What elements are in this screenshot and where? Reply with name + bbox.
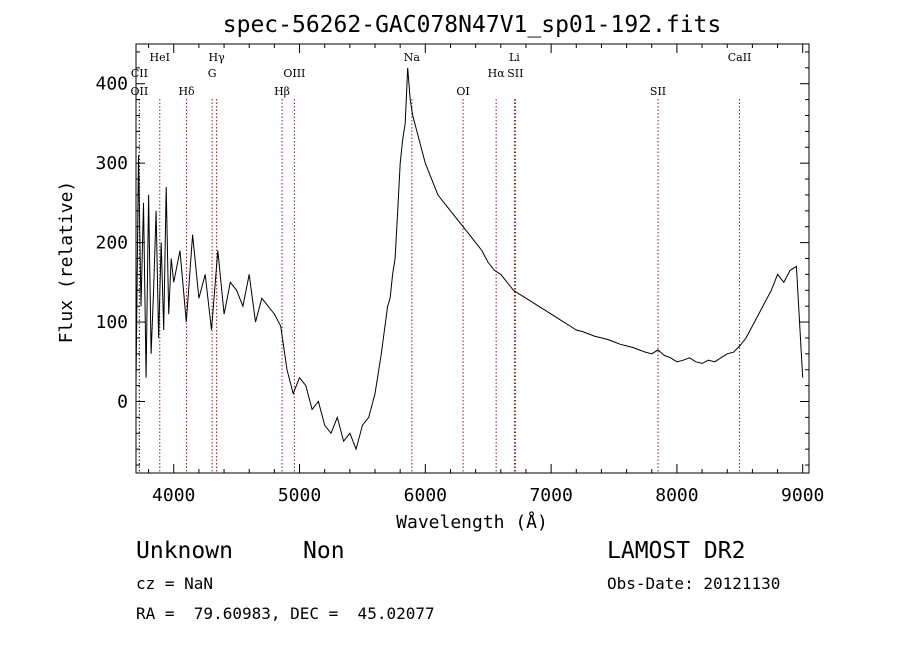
spectral-line-label: HeI xyxy=(150,51,170,64)
x-tick-label: 9000 xyxy=(781,485,824,506)
spectral-line-label: OI xyxy=(456,85,469,98)
spectral-line-label: CaII xyxy=(728,51,752,64)
object-subclass: Non xyxy=(303,538,345,564)
x-axis-label: Wavelength (Å) xyxy=(396,511,548,533)
redshift-value: cz = NaN xyxy=(136,574,214,593)
y-axis-label: Flux (relative) xyxy=(56,181,77,344)
x-tick-label: 5000 xyxy=(278,485,321,506)
spectral-line-label: Na xyxy=(404,51,421,64)
x-tick-label: 6000 xyxy=(404,485,447,506)
x-axis-ticks: 4000 5000 6000 7000 8000 9000 xyxy=(148,44,824,506)
spectral-line-label: CII xyxy=(131,67,148,80)
y-tick-label: 200 xyxy=(95,233,128,254)
spectral-line-label: Hα xyxy=(488,67,506,80)
spectral-line-label: G xyxy=(208,67,217,80)
survey-name: LAMOST DR2 xyxy=(607,538,746,564)
spectral-line-label: Hγ xyxy=(209,51,226,64)
spectral-line-label: OII xyxy=(131,85,149,98)
spectral-line-label: Li xyxy=(509,51,520,64)
spectral-line-label: OIII xyxy=(283,67,305,80)
chart-title: spec-56262-GAC078N47V1_sp01-192.fits xyxy=(223,12,722,38)
y-tick-label: 0 xyxy=(117,392,128,413)
observation-date: Obs-Date: 20121130 xyxy=(607,574,781,593)
y-tick-label: 300 xyxy=(95,153,128,174)
x-tick-label: 8000 xyxy=(655,485,698,506)
x-tick-label: 7000 xyxy=(529,485,572,506)
spectral-line-label: SII xyxy=(650,85,666,98)
spectral-line-label: Hβ xyxy=(274,85,290,98)
spectrum-line xyxy=(135,67,804,451)
x-tick-label: 4000 xyxy=(152,485,195,506)
y-tick-label: 400 xyxy=(95,74,128,95)
coordinates: RA = 79.60983, DEC = 45.02077 xyxy=(136,604,435,623)
plot-frame xyxy=(135,43,810,474)
object-class: Unknown xyxy=(136,538,233,564)
spectral-line-label: SII xyxy=(507,67,523,80)
spectral-line-label: Hδ xyxy=(178,85,195,98)
y-tick-label: 100 xyxy=(95,312,128,333)
y-axis-ticks: 0 100 200 300 400 xyxy=(95,51,809,466)
